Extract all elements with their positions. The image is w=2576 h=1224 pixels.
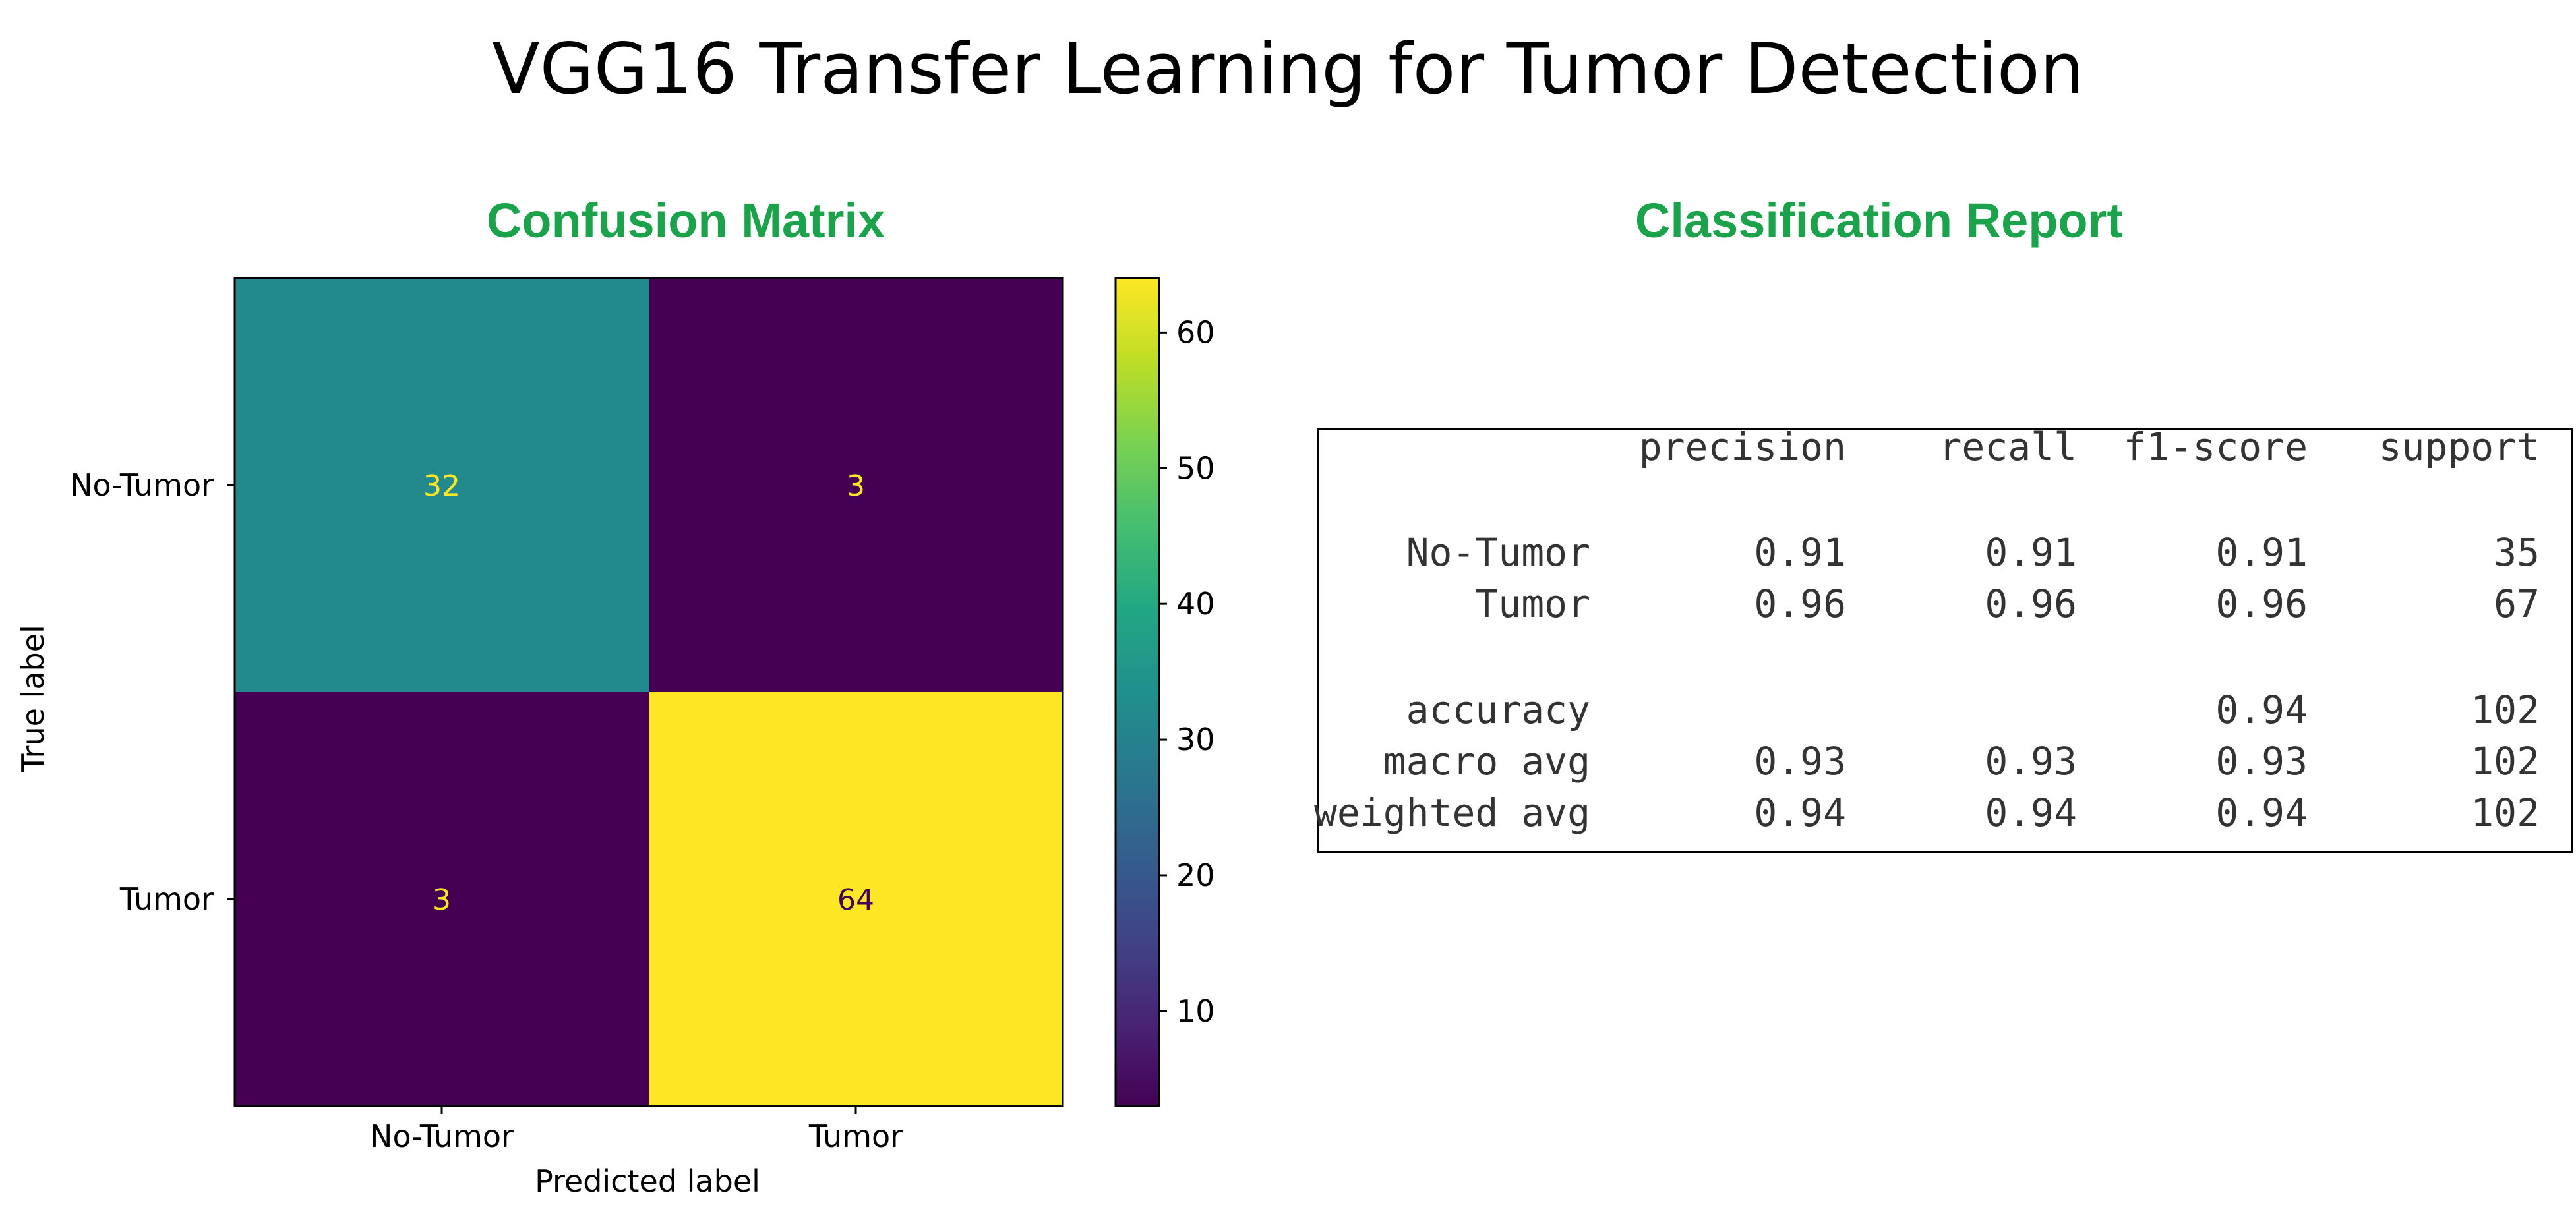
report-cell: 0.94	[2215, 687, 2308, 732]
report-cell: 0.93	[1985, 739, 2077, 784]
report-cell: 0.91	[1754, 530, 1846, 575]
report-cell: 0.94	[1985, 790, 2077, 835]
report-cell: 0.91	[1985, 530, 2077, 575]
report-cell: 67	[2494, 581, 2540, 626]
report-row-label: macro avg	[1383, 739, 1590, 784]
report-cell: 0.91	[2215, 530, 2308, 575]
matrix-cell	[235, 692, 649, 1106]
y-tick-label: No-Tumor	[70, 467, 214, 503]
colorbar-tick-label: 10	[1176, 993, 1215, 1029]
report-row-label: weighted avg	[1313, 790, 1590, 835]
matrix-value-label: 64	[837, 883, 874, 917]
report-cell: 102	[2471, 739, 2540, 784]
report-row-label: accuracy	[1406, 687, 1590, 732]
report-row-label: Tumor	[1475, 581, 1590, 626]
report-cell: 0.96	[1985, 581, 2077, 626]
report-row-label: No-Tumor	[1406, 530, 1590, 575]
matrix-frame	[233, 277, 1064, 1107]
report-cell: 0.96	[1754, 581, 1846, 626]
report-cell: 0.94	[2215, 790, 2308, 835]
x-tick-label: Tumor	[808, 1119, 903, 1154]
matrix-value-label: 3	[847, 469, 865, 503]
y-tick-label: Tumor	[119, 881, 214, 917]
classification-report-table	[1317, 428, 2573, 853]
matrix-cell	[235, 278, 649, 692]
matrix-cell	[649, 692, 1063, 1106]
page-title: VGG16 Transfer Learning for Tumor Detect…	[492, 28, 2084, 109]
x-axis-label: Predicted label	[535, 1163, 760, 1199]
confusion-matrix-chart: 32 3 3 64 No-Tumor Tumor No-Tumor Tumor Predi…	[15, 277, 1215, 1199]
report-cell: 102	[2471, 687, 2540, 732]
colorbar-tick-label: 40	[1176, 586, 1215, 622]
report-column-header: precision	[1638, 424, 1846, 469]
report-cell: 0.93	[1754, 739, 1846, 784]
colorbar-tick-label: 30	[1176, 722, 1215, 757]
report-cell: 0.96	[2215, 581, 2308, 626]
report-column-header: recall	[1938, 424, 2077, 469]
matrix-value-label: 3	[433, 883, 451, 917]
classification-report-title: Classification Report	[1634, 193, 2124, 248]
report-column-header: support	[2378, 424, 2540, 469]
colorbar	[1114, 277, 1160, 1107]
confusion-matrix-title: Confusion Matrix	[486, 193, 885, 248]
report-cell: 102	[2471, 790, 2540, 835]
report-cell: 35	[2494, 530, 2540, 575]
report-cell: 0.93	[2215, 739, 2308, 784]
report-column-header: f1-score	[2123, 424, 2308, 469]
colorbar-tick-label: 20	[1176, 858, 1215, 893]
colorbar-tick-label: 60	[1176, 314, 1215, 350]
report-cell: 0.94	[1754, 790, 1846, 835]
x-tick-label: No-Tumor	[370, 1119, 514, 1154]
matrix-value-label: 32	[423, 469, 460, 503]
y-axis-label: True label	[15, 625, 51, 773]
colorbar-tick-label: 50	[1176, 450, 1215, 486]
matrix-cell	[649, 278, 1063, 692]
